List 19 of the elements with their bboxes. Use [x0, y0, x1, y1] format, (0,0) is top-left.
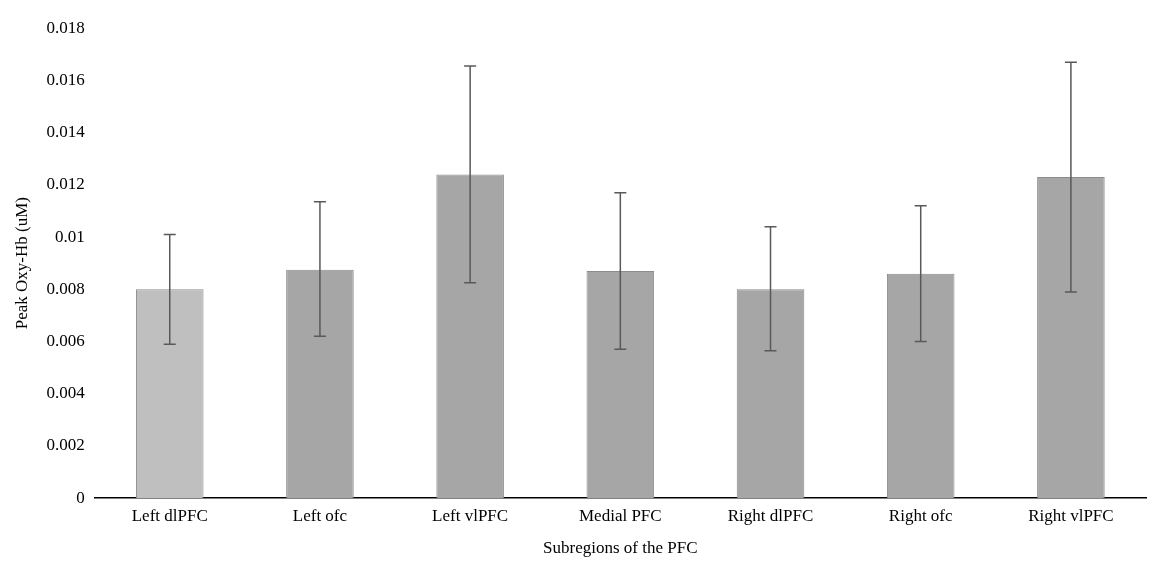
- y-tick-label: 0.016: [46, 69, 85, 89]
- y-tick-label: 0.004: [46, 383, 86, 403]
- x-tick-label: Left vlPFC: [432, 505, 509, 525]
- x-axis-title: Subregions of the PFC: [543, 538, 698, 558]
- y-tick-label: 0: [76, 487, 85, 507]
- y-tick-label: 0.008: [46, 278, 85, 298]
- x-tick-label: Left ofc: [292, 505, 348, 525]
- y-tick-label: 0.01: [54, 226, 85, 246]
- y-tick-label: 0.014: [46, 122, 86, 142]
- y-tick-label: 0.006: [46, 331, 85, 350]
- y-tick-label: 0.012: [46, 174, 85, 194]
- x-tick-label: Medial PFC: [579, 505, 662, 525]
- x-tick-label: Right ofc: [888, 505, 954, 525]
- y-tick-label: 0.018: [46, 17, 85, 37]
- x-tick-label: Right vlPFC: [1028, 505, 1114, 525]
- x-tick-label: Right dlPFC: [727, 505, 814, 525]
- y-tick-label: 0.002: [46, 435, 85, 455]
- y-axis-title: Peak Oxy-Hb (uM): [11, 197, 31, 330]
- x-tick-label: Left dlPFC: [131, 505, 208, 525]
